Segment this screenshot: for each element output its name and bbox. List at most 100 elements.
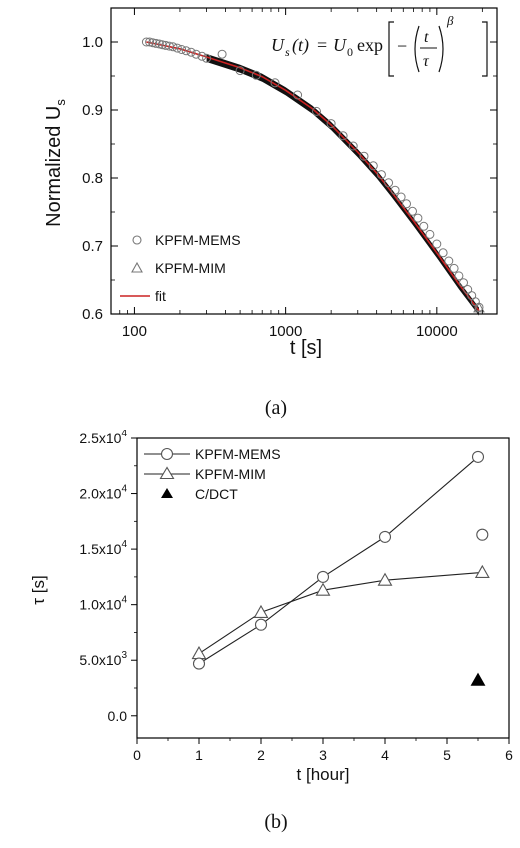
data-point-mems	[384, 178, 394, 188]
y-tick-label: 0.0	[108, 708, 128, 724]
x-tick-label: 1000	[269, 323, 302, 340]
legend-a-fit-label: fit	[155, 288, 166, 304]
data-point-mems	[192, 657, 206, 670]
data-point-mems	[438, 248, 448, 258]
data-point-mems	[402, 199, 411, 209]
legend-a-mim-marker	[131, 261, 143, 273]
legend-b-cdct-label: C/DCT	[195, 486, 238, 502]
legend-a-mems-label: KPFM-MEMS	[155, 232, 241, 248]
formula-minus: −	[397, 36, 407, 56]
data-point-mems	[459, 278, 468, 288]
y-tick-label: 1.0	[82, 34, 103, 51]
data-point-mems	[254, 618, 268, 631]
data-point-mim	[473, 301, 485, 313]
x-tick-label: 0	[133, 747, 141, 763]
chart-b-ticks: 0 1 2 3 4 5 6 0.0 5.0x103 1.0x104 1.5x104 2.0x104 2.…	[79, 430, 513, 763]
x-tick-label: 3	[319, 747, 327, 763]
data-point-mems	[148, 38, 158, 48]
data-point-mems	[376, 170, 386, 180]
legend-b-cdct-marker	[161, 488, 173, 498]
formula-eq: =	[317, 35, 327, 55]
chart-b-y-axis-label: τ [s]	[29, 575, 48, 604]
panel-b-label: (b)	[264, 811, 287, 833]
formula-arg: (t)	[292, 35, 309, 56]
data-point-mems	[454, 271, 464, 281]
x-tick-label: 2	[257, 747, 265, 763]
chart-b-points	[191, 450, 490, 686]
y-tick-label: 0.9	[82, 102, 103, 119]
chart-a-y-axis-label-main: Normalized U	[43, 106, 65, 227]
formula-numerator: t	[424, 29, 429, 46]
data-point-mems	[432, 239, 442, 249]
y-tick-label: 2.0x104	[79, 484, 127, 502]
data-point-mems	[293, 90, 303, 100]
data-point-mems	[161, 40, 171, 50]
x-tick-label: 4	[381, 747, 389, 763]
chart-b: 0 1 2 3 4 5 6 0.0 5.0x103 1.0x104 1.5x104 2.0x104 2.…	[29, 430, 513, 833]
data-point-mems	[270, 78, 280, 88]
data-point-mems	[471, 450, 485, 463]
data-point-mems	[390, 185, 400, 195]
data-point-mems	[338, 131, 348, 141]
data-point-mems	[425, 229, 435, 239]
chart-a-fit-line	[146, 41, 480, 312]
y-tick-label: 0.8	[82, 170, 103, 187]
data-point-mems	[172, 43, 182, 53]
data-point-mems	[157, 40, 167, 50]
legend-a-mems-marker	[132, 235, 142, 245]
chart-a-y-axis-label-sub: s	[53, 99, 68, 106]
chart-a-ticks: 100 1000 10000 0.6 0.7 0.8 0.9 1.0	[82, 8, 497, 340]
formula-left-paren	[414, 25, 420, 73]
data-point-mems	[191, 49, 201, 59]
data-point-mems	[145, 37, 155, 47]
x-tick-label: 10000	[416, 323, 458, 340]
data-point-mems	[177, 45, 187, 54]
data-point-mems	[251, 70, 261, 80]
data-point-mems	[316, 570, 330, 583]
legend-b-mim-marker	[159, 466, 175, 480]
data-point-mems	[186, 47, 196, 57]
data-point-mems	[181, 46, 191, 56]
data-point-mems	[463, 285, 473, 294]
chart-a-x-axis-label: t [s]	[290, 337, 322, 359]
data-point-mems	[359, 151, 369, 161]
chart-a-y-axis-label: Normalized Us	[43, 99, 68, 227]
data-point-mems	[408, 206, 417, 216]
chart-b-y-axis-label-wrap: τ [s]	[29, 575, 48, 604]
data-point-mems	[444, 256, 454, 266]
data-point-mim	[474, 564, 490, 578]
data-point-mems	[326, 119, 336, 129]
data-point-mems	[368, 161, 378, 171]
chart-a-plot-frame	[110, 7, 498, 315]
data-point-mems	[235, 66, 245, 76]
formula-u0: U	[333, 35, 347, 55]
data-point-mems	[197, 51, 207, 61]
data-point-mim	[377, 572, 393, 586]
chart-a-legend: KPFM-MEMS KPFM-MIM fit	[120, 232, 241, 304]
y-tick-label: 2.5x104	[79, 430, 127, 446]
formula-u0-sub: 0	[347, 45, 353, 59]
data-point-cdct	[470, 672, 486, 686]
fit-line	[146, 41, 480, 312]
chart-b-x-axis-label: t [hour]	[297, 765, 350, 784]
panel-a-label: (a)	[265, 397, 287, 419]
data-point-mems	[151, 38, 161, 48]
formula-left-bracket	[388, 21, 394, 77]
legend-b-mim-label: KPFM-MIM	[195, 466, 266, 482]
data-point-mems	[217, 49, 227, 59]
chart-a-points	[141, 37, 485, 313]
data-point-mim	[253, 604, 269, 618]
legend-b-mems-marker	[160, 447, 174, 461]
formula-right-bracket	[482, 21, 488, 77]
formula-denominator: τ	[423, 53, 430, 70]
x-tick-label: 1	[195, 747, 203, 763]
y-tick-label: 5.0x103	[79, 650, 127, 668]
data-point-mems	[396, 192, 406, 202]
svg-text:Normalized Us: Normalized Us	[43, 99, 68, 227]
x-tick-label: 100	[122, 323, 147, 340]
data-point-mems	[312, 106, 321, 116]
formula-exp: exp	[357, 35, 383, 55]
data-point-mems	[413, 213, 423, 223]
y-tick-label: 0.6	[82, 306, 103, 323]
data-point-mems	[419, 221, 429, 231]
